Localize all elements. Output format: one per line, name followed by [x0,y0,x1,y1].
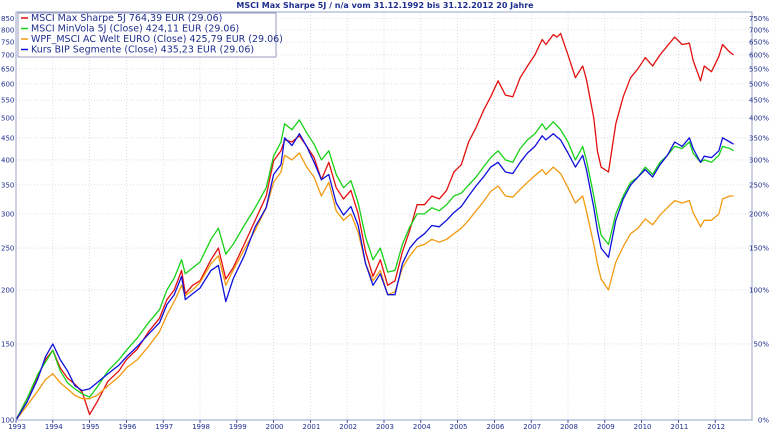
y-right-tick-label: 100% [749,286,769,294]
x-tick-label: 2000 [266,423,284,431]
x-tick-label: 1994 [45,423,63,431]
y-right-tick-label: 450% [749,97,769,105]
y-left-tick-label: 100 [1,417,14,425]
y-right-tick-label: 500% [749,80,769,88]
y-left-tick-label: 500 [1,115,14,123]
legend-entry-3: WPF_MSCI AC Welt EURO (Close) 425,79 EUR… [31,34,283,45]
legend-entry-4: Kurs BIP Segmente (Close) 435,23 EUR (29… [31,45,254,56]
y-right-tick-label: 150% [749,245,769,253]
x-tick-label: 1995 [82,423,100,431]
y-right-tick-label: 700% [749,26,769,34]
y-right-tick-label: 50% [753,340,769,348]
y-left-tick-label: 550 [1,97,14,105]
x-tick-label: 2002 [339,423,357,431]
y-right-tick-label: 0% [758,417,769,425]
legend-box [17,12,277,58]
y-left-tick-label: 700 [1,51,14,59]
x-tick-label: 2001 [302,423,320,431]
x-tick-label: 2006 [486,423,504,431]
x-tick-label: 1998 [192,423,210,431]
x-tick-label: 2004 [413,423,431,431]
y-right-tick-label: 750% [749,15,769,23]
y-left-tick-label: 850 [1,15,14,23]
y-left-tick-label: 650 [1,65,14,73]
y-right-tick-label: 350% [749,134,769,142]
y-right-tick-label: 550% [749,65,769,73]
series-line-1 [15,32,734,421]
x-tick-label: 2008 [560,423,578,431]
grid-layer [15,12,752,421]
y-left-tick-label: 350 [1,181,14,189]
legend: MSCI Max Sharpe 5J 764,39 EUR (29.06)MSC… [17,12,283,58]
x-tick-label: 2010 [634,423,652,431]
y-right-tick-label: 200% [749,210,769,218]
x-tick-label: 2011 [670,423,688,431]
x-tick-label: 2012 [707,423,725,431]
y-left-tick-label: 600 [1,80,14,88]
x-tick-label: 1999 [229,423,247,431]
y-right-tick-label: 400% [749,115,769,123]
x-tick-label: 2009 [597,423,615,431]
y-left-tick-label: 300 [1,210,14,218]
axis-layer: 100 0% 150 50% 200 100% 250 150% 300 200% 350 250% 4… [1,11,769,431]
y-left-tick-label: 200 [1,286,14,294]
legend-entry-1: MSCI Max Sharpe 5J 764,39 EUR (29.06) [31,13,222,24]
chart-title: MSCI Max Sharpe 5J / n/a vom 31.12.1992 … [236,1,534,10]
y-left-tick-label: 250 [1,245,14,253]
y-left-tick-label: 400 [1,156,14,164]
x-tick-label: 1996 [118,423,136,431]
series-line-2 [15,119,734,421]
y-left-tick-label: 150 [1,340,14,348]
series-line-3 [15,152,734,421]
x-tick-label: 1993 [8,423,26,431]
y-left-tick-label: 450 [1,134,14,142]
x-tick-label: 2005 [450,423,468,431]
x-tick-label: 2007 [523,423,541,431]
y-left-tick-label: 800 [1,26,14,34]
legend-entry-2: MSCI MinVola 5J (Close) 424,11 EUR (29.0… [31,24,239,35]
y-right-tick-label: 250% [749,181,769,189]
y-right-tick-label: 600% [749,51,769,59]
series-line-4 [15,133,734,421]
y-left-tick-label: 750 [1,38,14,46]
x-tick-label: 1997 [155,423,173,431]
series-layer [15,32,734,421]
y-right-tick-label: 650% [749,38,769,46]
x-tick-label: 2003 [376,423,394,431]
y-right-tick-label: 300% [749,156,769,164]
